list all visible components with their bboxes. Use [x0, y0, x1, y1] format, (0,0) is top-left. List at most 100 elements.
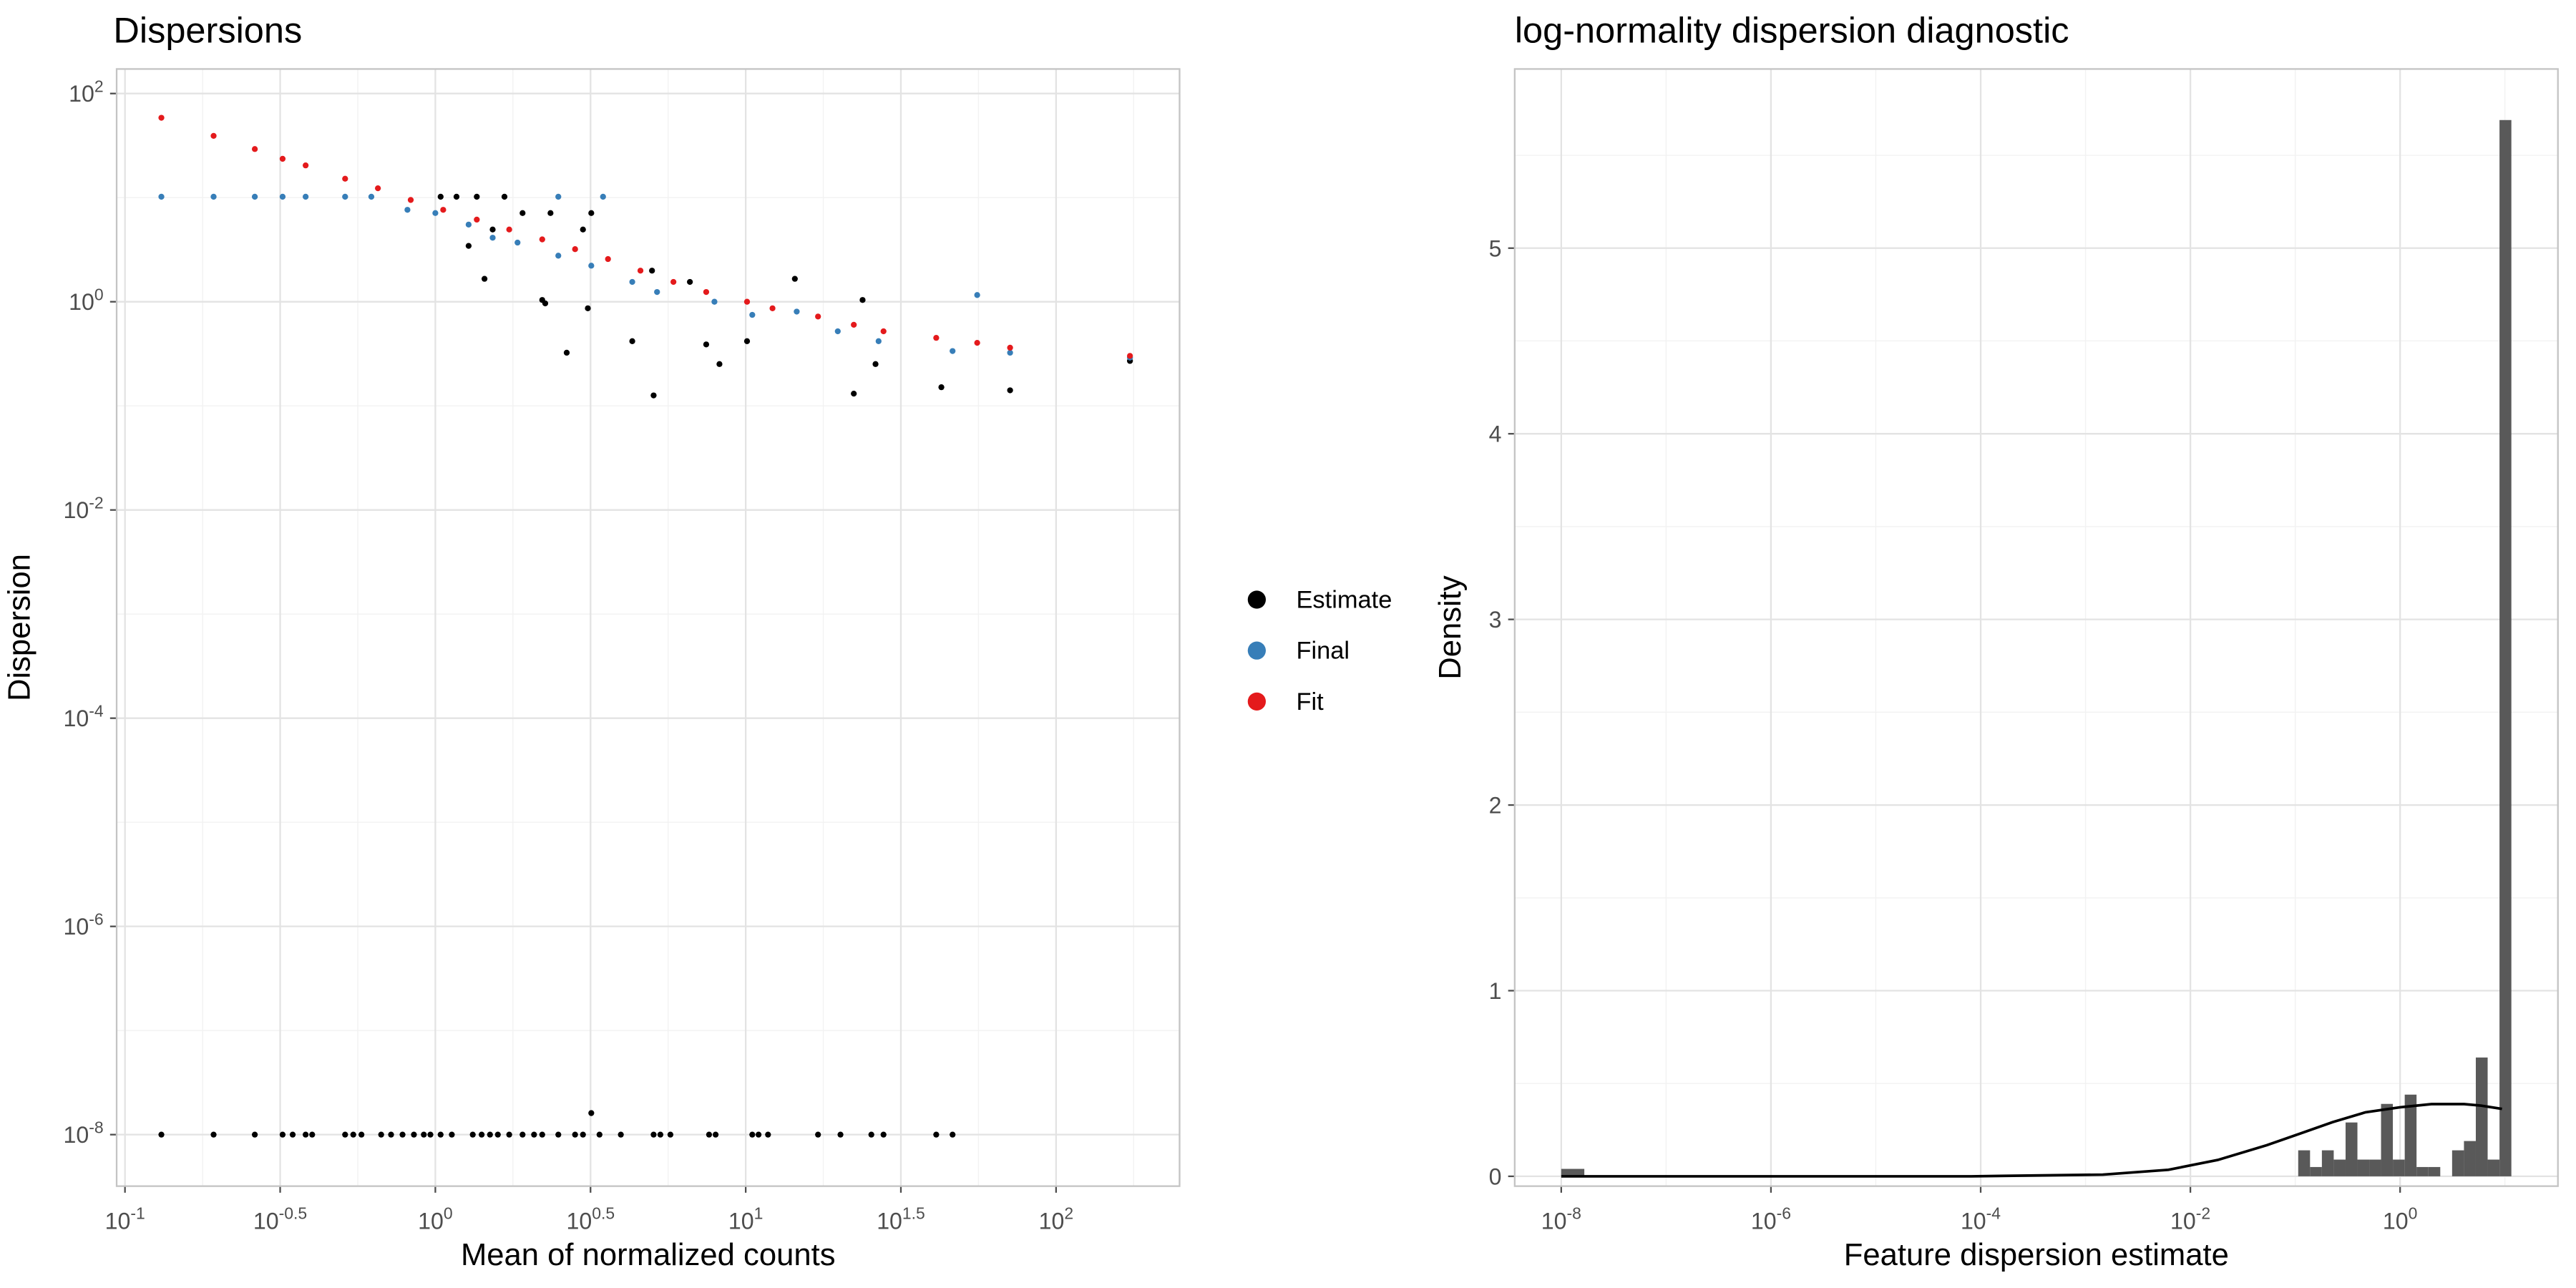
- point: [440, 207, 447, 213]
- y-tick-label: 10-8: [64, 1118, 104, 1148]
- point: [711, 298, 718, 305]
- x-tick-label: 10-8: [1541, 1204, 1581, 1234]
- y-tick-label: 102: [69, 77, 104, 107]
- point: [302, 193, 309, 200]
- point: [605, 255, 611, 263]
- point: [743, 338, 751, 344]
- y-tick-label: 1: [1489, 978, 1502, 1004]
- legend-label: Estimate: [1296, 586, 1392, 613]
- histogram-bar: [2416, 1166, 2429, 1176]
- point: [465, 221, 472, 228]
- x-tick-label: 101: [728, 1204, 763, 1234]
- point: [342, 1131, 348, 1138]
- point: [794, 308, 800, 315]
- point: [670, 278, 677, 286]
- density-line: [1561, 1103, 2502, 1178]
- point: [1126, 353, 1133, 359]
- histogram-bar: [2393, 1159, 2405, 1176]
- point: [289, 1131, 296, 1138]
- point: [933, 1131, 940, 1138]
- point: [251, 1131, 258, 1138]
- point: [600, 193, 606, 200]
- point: [539, 1131, 545, 1138]
- point: [478, 1131, 485, 1138]
- point: [474, 193, 480, 200]
- point: [667, 1131, 674, 1138]
- point: [618, 1131, 624, 1138]
- point: [650, 1131, 657, 1138]
- x-tick-label: 10-4: [1961, 1204, 2001, 1234]
- point: [859, 297, 866, 303]
- histogram-bar: [2428, 1166, 2441, 1176]
- point: [880, 328, 887, 335]
- point: [933, 335, 940, 341]
- point: [158, 1131, 165, 1138]
- point: [437, 1131, 444, 1138]
- point: [950, 348, 956, 354]
- histogram-bar: [2404, 1094, 2417, 1176]
- x-tick-label: 10-0.5: [253, 1204, 307, 1234]
- x-tick-label: 101.5: [877, 1204, 925, 1234]
- point: [279, 155, 286, 162]
- point: [342, 175, 348, 182]
- point: [279, 1131, 286, 1138]
- x-tick-label: 100.5: [566, 1204, 615, 1234]
- point: [506, 1131, 512, 1138]
- point: [374, 185, 381, 192]
- y-tick-label: 4: [1489, 421, 1502, 447]
- point: [563, 349, 570, 356]
- histogram-bar: [2357, 1159, 2370, 1176]
- point: [649, 268, 655, 274]
- y-tick-label: 10-4: [64, 701, 104, 731]
- point: [815, 313, 821, 320]
- panel-border: [1513, 68, 2559, 1187]
- point: [555, 253, 562, 259]
- point: [489, 226, 496, 233]
- histogram-bar: [2464, 1141, 2476, 1176]
- point: [1007, 349, 1013, 356]
- point: [834, 328, 841, 335]
- point: [637, 268, 644, 274]
- point: [489, 235, 496, 241]
- histogram-bar: [2321, 1150, 2334, 1176]
- point: [585, 305, 591, 311]
- legend-marker: [1247, 641, 1267, 660]
- x-tick-label: 100: [2383, 1204, 2418, 1234]
- point: [712, 1131, 719, 1138]
- point: [342, 193, 348, 200]
- point: [407, 197, 414, 203]
- y-tick-label: 2: [1489, 793, 1502, 819]
- x-axis-label: Mean of normalized counts: [461, 1238, 836, 1272]
- point: [449, 1131, 455, 1138]
- chart-title: Dispersions: [113, 10, 302, 51]
- panel: Dispersions 10-1 10-0.5 100 100.5 101 101.5 102…: [2, 10, 1392, 1272]
- point: [765, 1131, 771, 1138]
- point: [657, 1131, 664, 1138]
- point: [404, 207, 411, 213]
- point: [547, 210, 554, 216]
- point: [465, 243, 472, 249]
- point: [580, 1131, 586, 1138]
- point: [539, 236, 545, 243]
- x-axis-label: Feature dispersion estimate: [1844, 1238, 2229, 1272]
- point: [210, 132, 217, 140]
- point: [769, 305, 776, 311]
- x-tick-label: 10-1: [105, 1204, 145, 1234]
- y-tick-label: 3: [1489, 607, 1502, 633]
- x-tick-label: 102: [1039, 1204, 1074, 1234]
- point: [514, 239, 521, 246]
- point: [743, 298, 751, 305]
- histogram-bar: [2310, 1166, 2322, 1176]
- point: [427, 1131, 434, 1138]
- point: [880, 1131, 887, 1138]
- x-tick-label: 10-6: [1751, 1204, 1791, 1234]
- point: [251, 146, 258, 152]
- point: [358, 1131, 365, 1138]
- point: [494, 1131, 501, 1138]
- point: [399, 1131, 406, 1138]
- point: [588, 1110, 595, 1116]
- point: [872, 361, 879, 367]
- x-tick-label: 10-2: [2170, 1204, 2210, 1234]
- y-tick-label: 10-6: [64, 909, 104, 940]
- point: [210, 1131, 217, 1138]
